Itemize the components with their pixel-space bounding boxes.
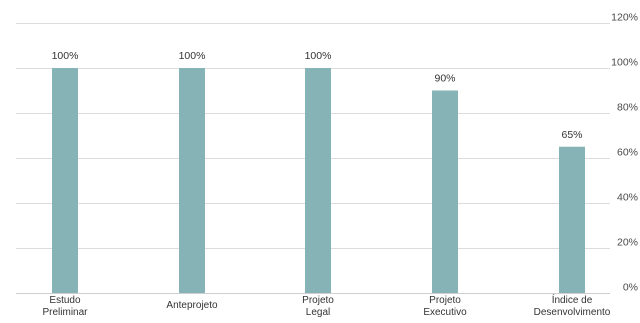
x-category-label-line: Índice de <box>552 293 593 306</box>
x-category-label: Índice de Desenvolvimento <box>534 293 611 318</box>
bar <box>432 90 458 293</box>
y-tick-label: 40% <box>617 192 638 204</box>
data-label: 100% <box>179 50 206 62</box>
y-tick-label: 80% <box>617 102 638 114</box>
data-labels: 100% 100% 100% 90% 65% <box>52 50 583 141</box>
x-category-label-line: Preliminar <box>42 307 88 318</box>
x-category-label-line: Estudo <box>49 295 81 306</box>
data-label: 90% <box>434 73 455 85</box>
y-tick-label: 60% <box>617 147 638 159</box>
x-category-label: Projeto Executivo <box>423 295 467 318</box>
x-category-label-line: Projeto <box>429 295 461 306</box>
bar <box>559 146 585 293</box>
y-tick-label: 20% <box>617 237 638 249</box>
y-tick-label: 0% <box>623 282 638 294</box>
y-tick-label: 120% <box>611 12 638 24</box>
y-tick-label: 100% <box>611 57 638 69</box>
x-category-label-line: Legal <box>306 307 330 318</box>
x-category-label: Anteprojeto <box>166 300 218 311</box>
data-label: 65% <box>561 129 582 141</box>
data-label: 100% <box>52 50 79 62</box>
bar <box>305 68 331 293</box>
x-category-label-line: Projeto <box>302 295 334 306</box>
x-category-label: Estudo Preliminar <box>42 295 88 318</box>
x-category-label-line: Anteprojeto <box>166 300 218 311</box>
y-axis-ticks: 0% 20% 40% 60% 80% 100% 120% <box>611 12 638 294</box>
bar <box>179 68 205 293</box>
x-category-label: Projeto Legal <box>302 295 334 318</box>
x-category-label-line: Executivo <box>423 307 467 318</box>
bar <box>52 68 78 293</box>
bars <box>52 68 585 293</box>
x-category-label-line: Desenvolvimento <box>534 307 611 318</box>
data-label: 100% <box>305 50 332 62</box>
